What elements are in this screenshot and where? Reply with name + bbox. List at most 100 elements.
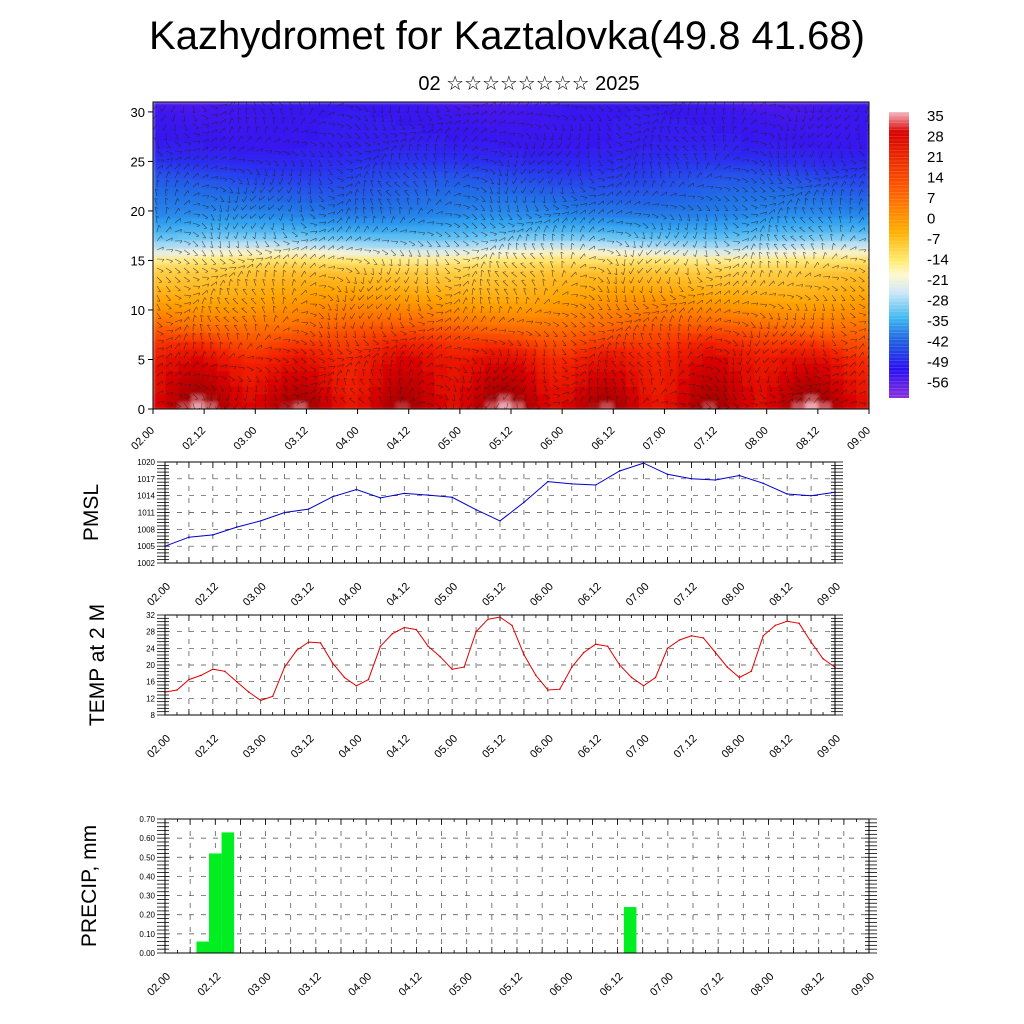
heatmap-cell [370,378,385,387]
wind-barb [237,177,243,184]
heatmap-cell [600,324,615,334]
wind-barb-flag [159,326,163,328]
wind-barb-flag [423,401,426,405]
heatmap-cell [421,117,436,127]
heatmap-cell [766,278,781,288]
heatmap-cell [204,240,218,249]
wind-barb [426,303,433,309]
wind-barb [183,132,190,138]
wind-barb [300,311,308,314]
heatmap-cell [332,201,346,211]
heatmap-cell [690,316,704,326]
heatmap-cell [638,316,653,326]
wind-barb [471,326,478,332]
heatmap-cell [574,393,589,403]
heatmap-cell [332,278,346,288]
wind-barb [291,253,298,260]
wind-barb-flag [351,247,353,251]
heatmap-cell [523,370,538,380]
wind-barb [291,270,295,278]
wind-barb [489,110,496,116]
heatmap-cell [306,309,321,318]
wind-barb-flag [349,225,352,229]
heatmap-cell [664,378,679,387]
heatmap-cell [472,278,487,288]
wind-barb [462,144,467,152]
wind-barb-flag [225,273,227,278]
wind-barb-flag [224,268,228,272]
heatmap-cell [792,224,807,234]
wind-barb [273,306,275,314]
wind-barb [165,371,172,377]
wind-barb-flag [278,217,281,221]
wind-barb-flag [206,206,209,209]
heatmap-cell [421,155,436,165]
wind-barb-flag [324,274,326,278]
wind-barb-flag [447,235,451,238]
wind-barb [255,257,263,260]
wind-barb [291,159,296,167]
wind-barb-flag [409,143,413,147]
wind-barb [201,283,209,287]
heatmap-cell [562,155,576,165]
heatmap-cell [153,232,167,242]
wind-barb-flag [479,287,483,290]
wind-barb-flag [406,198,410,200]
wind-barb [345,132,352,138]
heatmap-cell [280,263,295,272]
wind-barb [480,158,488,161]
wind-barb-flag [207,195,210,199]
wind-barb [318,121,326,125]
wind-barb-flag [380,120,384,123]
heatmap-cell [498,247,512,257]
wind-barb [507,102,512,107]
wind-barb-flag [476,350,479,354]
wind-barb [516,123,524,125]
wind-barb-flag [170,109,172,113]
heatmap-cell [626,309,640,318]
heatmap-cell [741,309,755,318]
wind-barb-flag [426,143,429,146]
wind-barb [406,294,410,302]
heatmap-cell [753,401,768,409]
heatmap-cell [216,393,231,403]
heatmap-cell [523,148,538,157]
heatmap-cell [472,339,487,349]
wind-barb [354,123,361,130]
wind-barb [471,195,479,200]
wind-barb [336,209,343,215]
wind-barb [318,195,325,202]
heatmap-cell [817,209,832,219]
wind-barb [462,325,469,332]
heatmap-cell [587,148,602,157]
wind-barb-flag [294,380,298,382]
wind-barb [444,114,452,117]
wind-barb [300,204,302,212]
wind-barb-flag [404,271,407,275]
wind-barb [207,324,212,332]
wind-barb [480,102,488,107]
wind-barb [513,168,518,176]
heatmap-cell [498,232,512,242]
heatmap-cell [523,209,538,219]
heatmap-cell [229,247,244,257]
wind-barb [462,163,468,170]
heatmap-cell [574,117,589,127]
wind-barb-flag [350,298,352,302]
heatmap-cell [459,140,474,150]
heatmap-cell [498,201,512,211]
heatmap-cell [421,163,436,173]
wind-barb-flag [327,386,331,389]
wind-barb [494,280,500,287]
heatmap-cell [306,186,321,196]
wind-barb [300,213,305,221]
wind-barb [489,195,493,203]
wind-barb [174,258,182,263]
wind-barb [219,111,227,116]
heatmap-cell [805,148,819,157]
wind-barb-flag [461,381,465,384]
heatmap-cell [523,355,538,364]
wind-barb [192,155,199,161]
heatmap-cell [191,263,206,272]
wind-barb-flag [475,405,478,409]
